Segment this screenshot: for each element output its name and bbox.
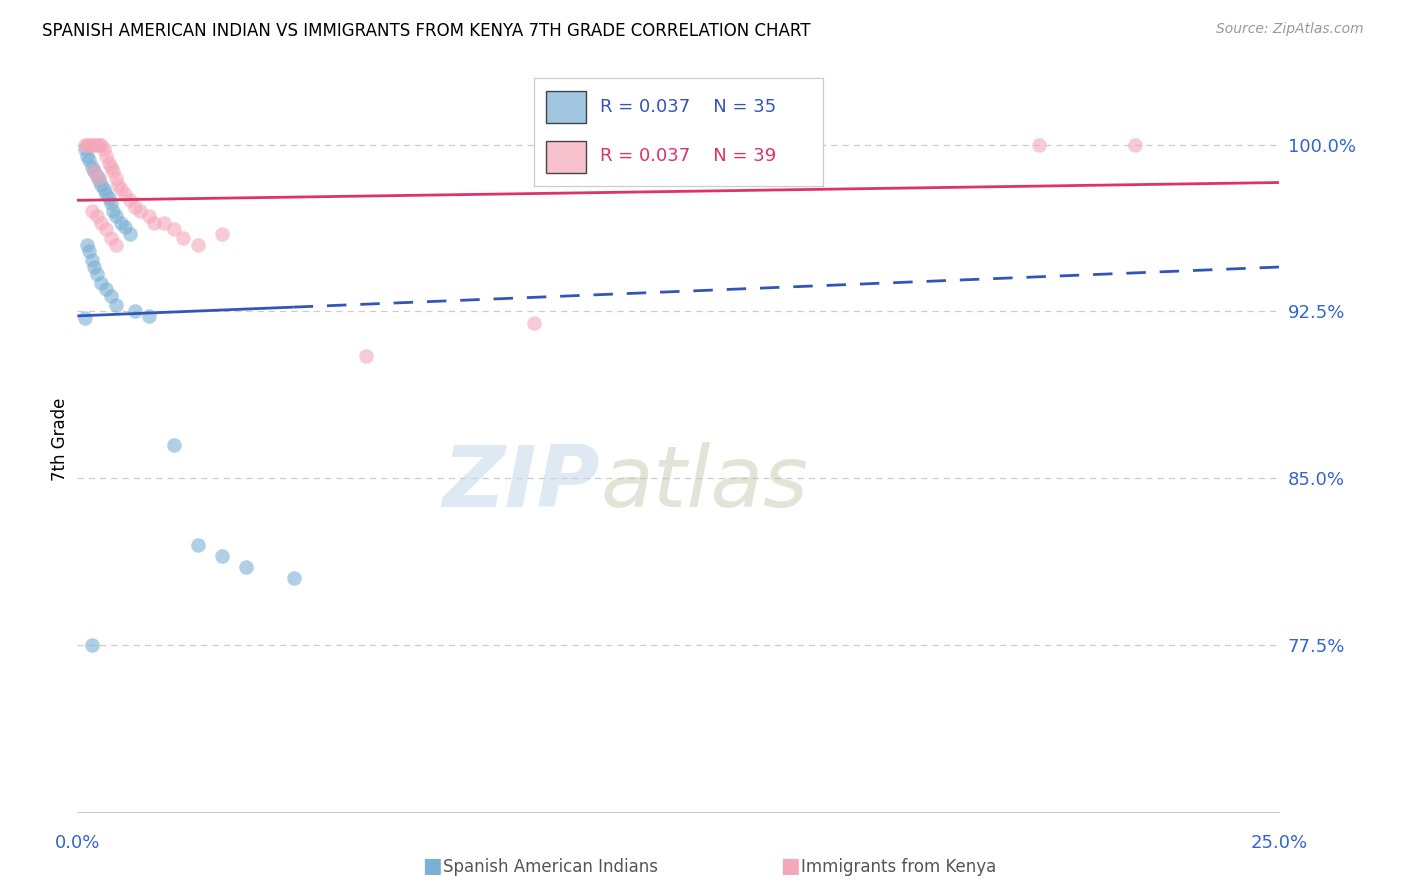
Point xyxy=(80,160,103,174)
Point xyxy=(73,142,96,156)
Point xyxy=(186,237,209,252)
Point xyxy=(80,638,103,652)
Point xyxy=(87,137,110,152)
Point xyxy=(76,149,98,163)
Point xyxy=(124,200,146,214)
Point xyxy=(172,231,194,245)
Point xyxy=(86,169,108,183)
Point xyxy=(162,438,184,452)
Point xyxy=(96,149,118,163)
Point xyxy=(79,153,101,168)
Point xyxy=(104,171,127,186)
Point xyxy=(90,215,112,229)
Point xyxy=(83,164,105,178)
Point xyxy=(93,182,115,196)
Point xyxy=(86,137,108,152)
Point xyxy=(86,267,108,281)
Point xyxy=(86,209,108,223)
Point xyxy=(110,182,132,196)
Point xyxy=(73,311,96,326)
Point xyxy=(76,237,98,252)
Text: SPANISH AMERICAN INDIAN VS IMMIGRANTS FROM KENYA 7TH GRADE CORRELATION CHART: SPANISH AMERICAN INDIAN VS IMMIGRANTS FR… xyxy=(42,22,811,40)
Point xyxy=(100,160,122,174)
Point xyxy=(79,137,101,152)
Point xyxy=(96,186,118,201)
Point xyxy=(79,244,101,259)
Point xyxy=(114,219,136,234)
Point xyxy=(128,204,150,219)
Point xyxy=(90,276,112,290)
Point xyxy=(104,237,127,252)
Point xyxy=(1028,137,1050,152)
Point xyxy=(103,164,125,178)
Point xyxy=(162,222,184,236)
Y-axis label: 7th Grade: 7th Grade xyxy=(51,398,69,481)
Point xyxy=(283,571,305,585)
Point xyxy=(100,195,122,210)
Point xyxy=(90,137,112,152)
Point xyxy=(80,204,103,219)
Point xyxy=(354,349,377,363)
Point xyxy=(83,137,105,152)
Text: ZIP: ZIP xyxy=(443,442,600,525)
Point xyxy=(87,171,110,186)
Point xyxy=(153,215,176,229)
Point xyxy=(76,137,98,152)
Point xyxy=(97,155,120,169)
Point xyxy=(83,164,105,178)
Text: atlas: atlas xyxy=(600,442,808,525)
Text: Source: ZipAtlas.com: Source: ZipAtlas.com xyxy=(1216,22,1364,37)
Point xyxy=(96,222,118,236)
Point xyxy=(87,173,110,187)
Point xyxy=(73,137,96,152)
Point xyxy=(96,282,118,296)
Point xyxy=(104,209,127,223)
Point xyxy=(100,231,122,245)
Point xyxy=(104,298,127,312)
Point xyxy=(80,137,103,152)
Point xyxy=(138,209,160,223)
Point xyxy=(110,215,132,229)
Text: 25.0%: 25.0% xyxy=(1251,834,1308,852)
Point xyxy=(211,227,233,241)
Point xyxy=(97,191,120,205)
Point xyxy=(93,142,115,156)
Point xyxy=(120,227,142,241)
Point xyxy=(103,204,125,219)
Point xyxy=(80,253,103,268)
Point xyxy=(523,316,546,330)
Text: Immigrants from Kenya: Immigrants from Kenya xyxy=(801,858,997,876)
Point xyxy=(107,178,129,192)
Point xyxy=(83,260,105,274)
Point xyxy=(211,549,233,563)
Point xyxy=(138,309,160,323)
Point xyxy=(1123,137,1146,152)
Text: ■: ■ xyxy=(780,856,800,876)
Point xyxy=(90,178,112,192)
Text: 0.0%: 0.0% xyxy=(55,834,100,852)
Point xyxy=(186,538,209,552)
Text: ■: ■ xyxy=(422,856,441,876)
Point xyxy=(114,186,136,201)
Point xyxy=(143,215,166,229)
Text: Spanish American Indians: Spanish American Indians xyxy=(443,858,658,876)
Point xyxy=(100,289,122,303)
Point xyxy=(235,560,257,574)
Point xyxy=(120,194,142,208)
Point xyxy=(124,304,146,318)
